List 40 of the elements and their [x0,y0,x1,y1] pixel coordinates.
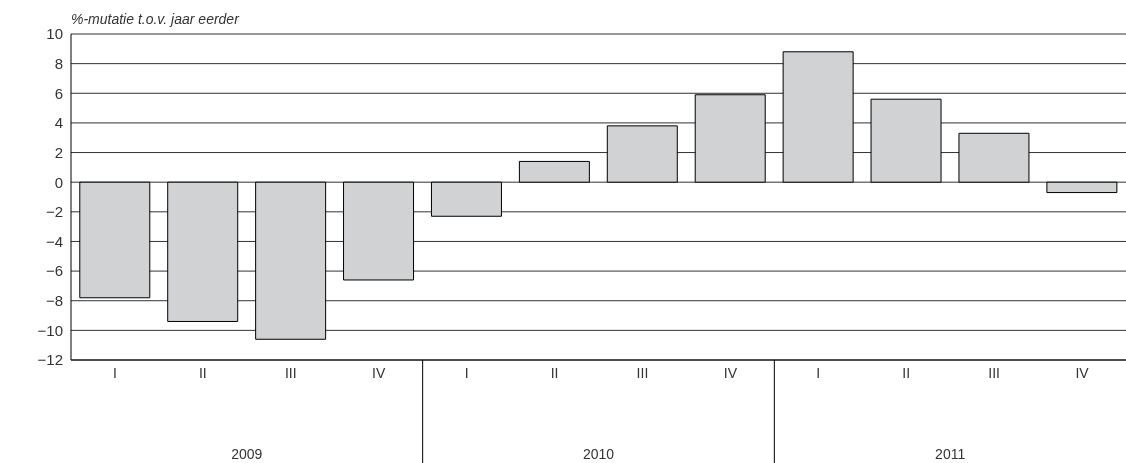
bar [255,181,327,340]
y-tick-label: 8 [54,54,63,72]
x-tick-label: IV [1075,364,1090,381]
x-tick-label: III [284,364,297,381]
bar [606,125,678,183]
bar [782,51,854,183]
y-tick-label: 2 [54,143,63,161]
y-tick-label: −12 [37,351,63,369]
bar [958,132,1030,183]
y-tick-label: 4 [54,114,63,132]
x-tick-label: II [198,364,207,381]
bar [343,181,415,281]
y-tick-label: 10 [46,25,63,43]
bar [1046,181,1118,194]
x-tick-label: II [550,364,559,381]
bar [694,94,766,183]
x-tick-label: I [113,364,117,381]
y-tick-label: −6 [45,262,63,280]
bar [870,98,942,183]
text: 2009 [231,446,263,462]
bar [79,181,151,299]
y-tick-label: 0 [54,173,63,191]
x-tick-label: IV [723,364,738,381]
x-tick-label: II [902,364,911,381]
y-tick-label: −8 [45,292,63,310]
bar [518,160,590,183]
x-tick-label: IV [372,364,386,381]
x-tick-label: III [636,364,649,381]
y-tick-label: −2 [45,203,63,221]
text: 2010 [582,446,615,462]
y-tick-label: −10 [37,321,63,339]
text: 2011 [935,446,966,462]
y-tick-label: 6 [54,84,63,102]
bar [430,181,502,217]
x-tick-label: I [816,364,821,381]
y-axis-title: %-mutatie t.o.v. jaar eerder [71,11,239,27]
x-tick-label: I [464,364,469,381]
x-tick-label: III [988,364,1000,381]
y-tick-label: −4 [45,232,63,250]
bar [167,181,239,322]
